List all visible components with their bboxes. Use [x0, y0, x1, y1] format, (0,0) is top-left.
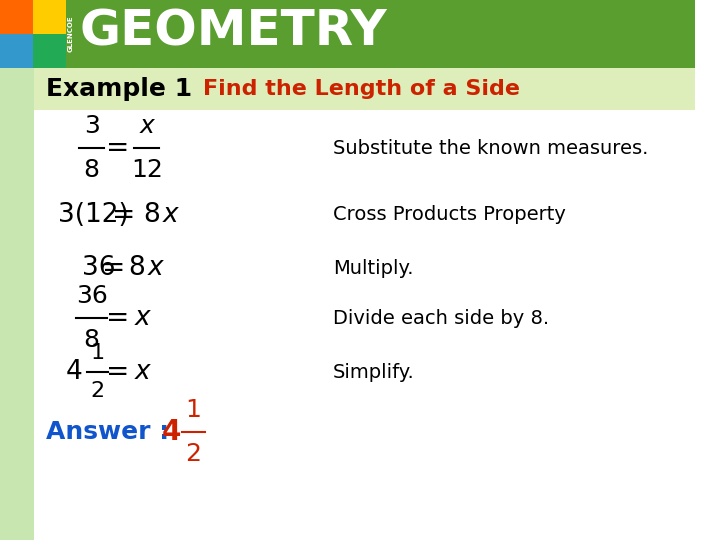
Text: Cross Products Property: Cross Products Property — [333, 206, 566, 225]
Text: 1: 1 — [91, 343, 104, 363]
Text: 2: 2 — [91, 381, 104, 401]
FancyBboxPatch shape — [0, 0, 696, 68]
Text: x: x — [135, 305, 150, 331]
Text: 36: 36 — [82, 255, 116, 281]
Text: =: = — [102, 254, 125, 282]
Text: =: = — [106, 358, 130, 386]
Text: Answer :: Answer : — [46, 420, 169, 444]
Text: Multiply.: Multiply. — [333, 259, 414, 278]
Text: =: = — [106, 134, 130, 162]
Text: 4: 4 — [66, 359, 82, 385]
Text: Simplify.: Simplify. — [333, 362, 415, 381]
Text: =: = — [106, 304, 130, 332]
Text: 3: 3 — [84, 114, 99, 138]
FancyBboxPatch shape — [0, 68, 34, 540]
Text: 3(12): 3(12) — [58, 202, 129, 228]
Text: =: = — [112, 201, 135, 229]
FancyBboxPatch shape — [34, 68, 696, 110]
FancyBboxPatch shape — [0, 34, 33, 68]
Text: 12: 12 — [131, 158, 163, 182]
Text: Example 1: Example 1 — [46, 77, 192, 101]
FancyBboxPatch shape — [33, 34, 66, 68]
Text: Find the Length of a Side: Find the Length of a Side — [203, 79, 520, 99]
Text: GLENCOE: GLENCOE — [68, 16, 73, 52]
Text: Substitute the known measures.: Substitute the known measures. — [333, 138, 649, 158]
Text: 36: 36 — [76, 284, 108, 308]
Text: 2: 2 — [185, 442, 201, 466]
Text: Divide each side by 8.: Divide each side by 8. — [333, 308, 549, 327]
Text: x: x — [140, 114, 154, 138]
Text: 8: 8 — [84, 328, 100, 352]
Text: x: x — [162, 202, 178, 228]
FancyBboxPatch shape — [0, 0, 33, 34]
Text: GEOMETRY: GEOMETRY — [79, 8, 387, 56]
Text: x: x — [148, 255, 163, 281]
Text: x: x — [135, 359, 150, 385]
Text: 8: 8 — [128, 255, 145, 281]
FancyBboxPatch shape — [33, 0, 66, 34]
Text: 4: 4 — [162, 418, 181, 446]
Text: 8: 8 — [143, 202, 160, 228]
Text: 8: 8 — [84, 158, 100, 182]
Text: 1: 1 — [185, 398, 201, 422]
